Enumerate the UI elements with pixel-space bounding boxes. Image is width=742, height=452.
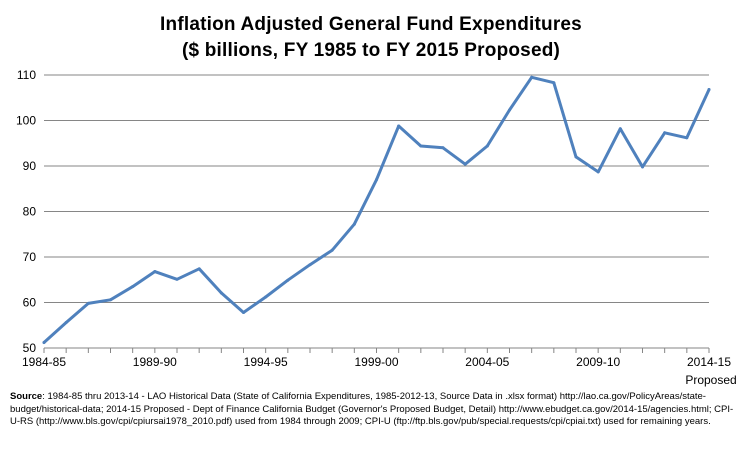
y-tick-label: 110 [17, 68, 36, 82]
y-tick-label: 50 [23, 341, 37, 355]
data-point [153, 270, 157, 274]
x-tick-label: 1984-85 [22, 355, 66, 369]
data-point [330, 248, 334, 252]
data-point [308, 263, 312, 267]
data-point [131, 285, 135, 289]
data-point [397, 124, 401, 128]
x-tick-label: 2004-05 [465, 355, 509, 369]
source-text: : 1984-85 thru 2013-14 - LAO Historical … [10, 391, 734, 427]
data-point [86, 301, 90, 305]
y-tick-label: 90 [23, 159, 37, 173]
gridlines [44, 74, 709, 303]
x-tick-label: 2014-15 [687, 355, 731, 369]
y-tick-label: 80 [23, 205, 37, 219]
series-layer [42, 75, 711, 345]
chart-subtitle: ($ billions, FY 1985 to FY 2015 Proposed… [181, 40, 561, 61]
data-point [485, 144, 489, 148]
x-tick-label: 1994-95 [244, 355, 288, 369]
data-point [419, 144, 423, 148]
data-point [552, 81, 556, 85]
data-point [463, 162, 467, 166]
y-tick-label: 70 [23, 250, 37, 264]
chart-title: Inflation Adjusted General Fund Expendit… [160, 14, 582, 35]
data-point [352, 222, 356, 226]
data-point [641, 165, 644, 169]
data-point [219, 291, 223, 295]
data-point [64, 321, 68, 325]
x-tick-label: 2009-10 [576, 355, 620, 369]
data-point [197, 267, 201, 271]
x-tick-sublabel: Proposed [685, 373, 736, 387]
data-point [685, 136, 689, 140]
data-point [663, 131, 667, 135]
data-point [707, 88, 711, 92]
x-axis-ticks: 1984-85 1989-90 1994-95 1999-00 2004-05 2009-… [22, 355, 737, 387]
data-point [242, 311, 245, 315]
data-point [574, 155, 578, 159]
x-tick-label: 1999-00 [354, 355, 398, 369]
y-axis-ticks: 50 60 70 80 90 100 110 [16, 68, 36, 355]
data-point [286, 278, 290, 282]
data-point [42, 341, 46, 345]
x-tick-label: 1989-90 [133, 355, 177, 369]
data-point [175, 277, 179, 281]
data-point [596, 170, 600, 174]
data-point [264, 295, 268, 299]
x-axis [43, 347, 710, 353]
source-note: Source: 1984-85 thru 2013-14 - LAO Histo… [10, 391, 734, 429]
y-tick-label: 60 [23, 296, 37, 310]
y-tick-label: 100 [16, 114, 36, 128]
source-label: Source [10, 391, 43, 402]
data-point [109, 298, 112, 302]
data-point [508, 108, 511, 112]
data-point [375, 178, 378, 182]
data-point [441, 146, 445, 150]
data-point [530, 75, 534, 79]
data-point [618, 127, 622, 131]
